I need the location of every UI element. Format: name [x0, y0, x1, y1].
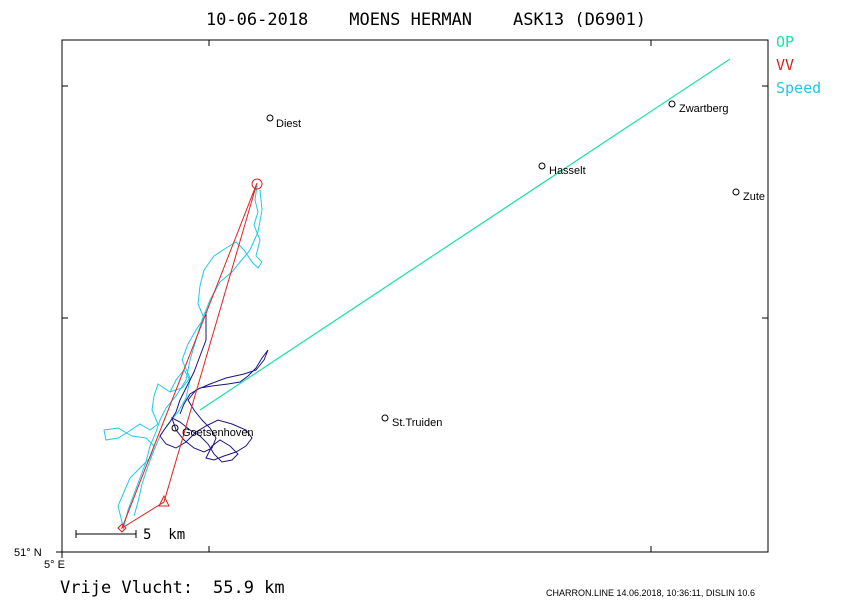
legend-op: OP — [776, 33, 794, 51]
city-diest: Diest — [266, 114, 301, 130]
city-label: St.Truiden — [392, 417, 442, 429]
speed-track-2 — [123, 189, 263, 527]
plot-frame — [61, 39, 769, 553]
map-title: 10-06-2018 MOENS HERMAN ASK13 (D6901) — [206, 10, 646, 30]
longitude-label: 5° E — [44, 559, 65, 571]
legend-speed: Speed — [776, 79, 821, 97]
city-zwartberg: Zwartberg — [668, 100, 729, 115]
distance-label: Vrije Vlucht: — [60, 578, 193, 598]
city-label: Goetsenhoven — [182, 427, 254, 439]
slow-track — [159, 312, 269, 463]
scale-label: 5 km — [143, 527, 185, 543]
vv-end-marker — [117, 523, 127, 533]
city-st-truiden: St.Truiden — [381, 414, 442, 429]
city-goetsenhoven: Goetsenhoven — [171, 424, 254, 439]
city-zute: Zute — [732, 188, 765, 203]
op-line — [199, 58, 731, 411]
axis-ticks — [56, 40, 768, 558]
speed-track — [103, 185, 263, 531]
vv-turnpoint-marker — [251, 178, 263, 190]
city-label: Hasselt — [549, 165, 586, 177]
latitude-label: 51° N — [14, 547, 42, 559]
credits-text: CHARRON.LINE 14.06.2018, 10:36:11, DISLI… — [546, 588, 755, 598]
city-hasselt: Hasselt — [538, 162, 586, 177]
legend-vv: VV — [776, 56, 794, 74]
city-label: Zute — [743, 191, 765, 203]
distance-value: 55.9 km — [213, 578, 285, 598]
vv-triangle — [120, 182, 258, 530]
city-label: Diest — [276, 118, 301, 130]
vv-start-marker — [158, 494, 170, 507]
city-label: Zwartberg — [679, 103, 729, 115]
scale-bar — [75, 530, 137, 538]
